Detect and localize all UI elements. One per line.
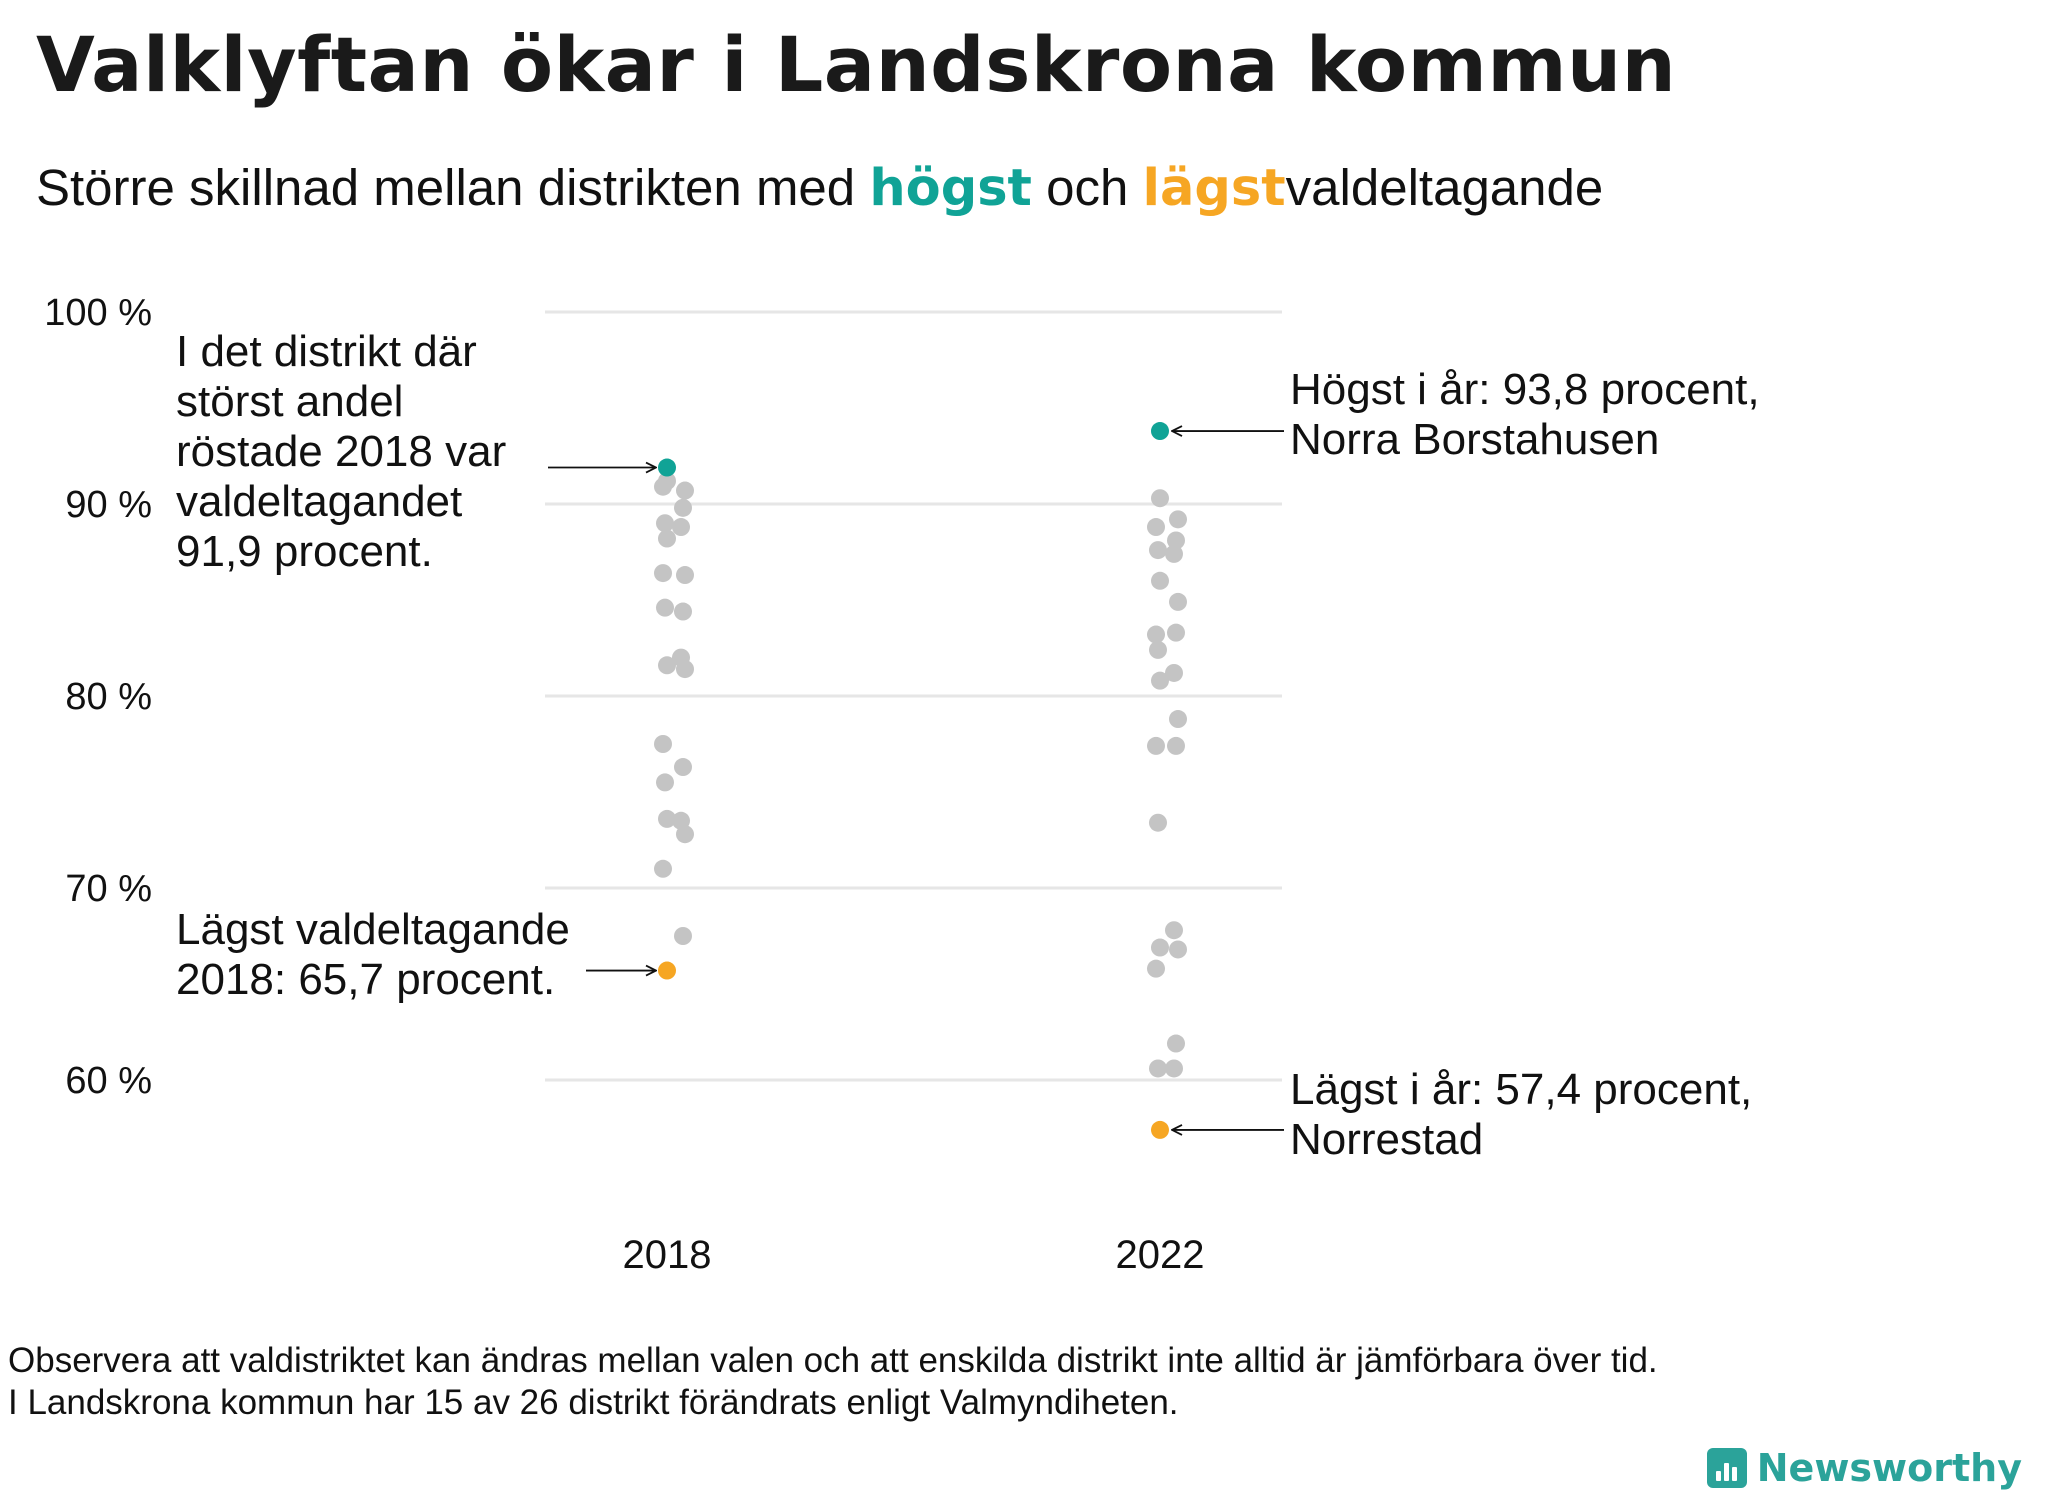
y-tick-label: 90 % — [65, 484, 152, 526]
district-point — [1165, 1059, 1183, 1078]
y-tick-label: 80 % — [65, 676, 152, 718]
subtitle-highest-word: högst — [869, 159, 1032, 218]
chart-subtitle: Större skillnad mellan distrikten med hö… — [36, 158, 1603, 218]
brand-name: Newsworthy — [1756, 1446, 2022, 1490]
district-point — [1165, 663, 1183, 682]
y-tick-label: 60 % — [65, 1060, 152, 1102]
x-tick-label: 2022 — [1116, 1233, 1205, 1277]
district-point — [1167, 736, 1185, 755]
district-point — [674, 498, 692, 517]
district-point — [1165, 544, 1183, 563]
highest-point — [1151, 422, 1169, 441]
district-point — [674, 758, 692, 777]
annotations: I det distrikt där störst andel röstade 20… — [176, 327, 1760, 1164]
subtitle-lowest-word: lägst — [1142, 159, 1286, 218]
district-point — [1165, 921, 1183, 940]
district-point — [1151, 489, 1169, 508]
annotation-2018-highest: I det distrikt där störst andel röstade 20… — [176, 327, 506, 576]
district-point — [656, 514, 674, 533]
district-point — [656, 773, 674, 792]
y-tick-label: 70 % — [65, 868, 152, 910]
district-point — [676, 566, 694, 585]
subtitle-text-middle: och — [1046, 159, 1129, 216]
district-point — [1149, 1059, 1167, 1078]
newsworthy-logo: Newsworthy — [1706, 1446, 2022, 1490]
district-point — [1169, 592, 1187, 611]
district-point — [676, 825, 694, 844]
district-point — [658, 529, 676, 548]
district-point — [674, 927, 692, 945]
dot-plot: 60 % 70 % 80 % 90 % 100 % 2018 2022 I det dis… — [44, 292, 1760, 1277]
data-points — [654, 422, 1187, 1139]
district-point — [676, 481, 694, 500]
lowest-point — [1151, 1120, 1169, 1139]
highest-point — [658, 458, 676, 477]
district-point — [658, 809, 676, 828]
district-point — [1149, 640, 1167, 659]
district-point — [1151, 671, 1169, 690]
annotation-line: Högst i år: 93,8 procent, — [1290, 365, 1760, 414]
footnote-line: I Landskrona kommun har 15 av 26 distrik… — [8, 1383, 1179, 1422]
district-point — [654, 477, 672, 496]
annotation-line: röstade 2018 var — [176, 427, 506, 476]
district-point — [674, 602, 692, 621]
footnote: Observera att valdistriktet kan ändras m… — [8, 1340, 1658, 1424]
district-point — [672, 518, 690, 537]
annotation-line: Lägst i år: 57,4 procent, — [1290, 1065, 1752, 1114]
district-point — [1147, 959, 1165, 978]
district-point — [1169, 940, 1187, 959]
district-point — [1151, 938, 1169, 957]
annotation-2022-lowest: Lägst i år: 57,4 procent, Norrestad — [1290, 1065, 1752, 1164]
district-point — [654, 859, 672, 878]
annotation-line: störst andel — [176, 377, 403, 426]
district-point — [656, 598, 674, 617]
district-point — [1147, 518, 1165, 537]
annotation-line: Norra Borstahusen — [1290, 415, 1659, 464]
district-point — [1151, 571, 1169, 590]
district-point — [1147, 625, 1165, 644]
lowest-point — [658, 961, 676, 980]
gridlines — [545, 310, 1282, 1082]
district-point — [1167, 531, 1185, 550]
district-point — [654, 564, 672, 583]
annotation-line: valdeltagandet — [176, 477, 462, 526]
y-tick-label: 100 % — [44, 292, 152, 334]
district-point — [1167, 623, 1185, 642]
district-point — [1169, 710, 1187, 729]
subtitle-text-after: valdeltagande — [1285, 159, 1604, 216]
footnote-line: Observera att valdistriktet kan ändras m… — [8, 1341, 1658, 1380]
district-point — [676, 660, 694, 679]
annotation-2022-highest: Högst i år: 93,8 procent, Norra Borstahus… — [1290, 365, 1760, 464]
bar-chart-icon — [1706, 1448, 1747, 1488]
district-point — [1169, 510, 1187, 529]
y-axis: 60 % 70 % 80 % 90 % 100 % — [44, 292, 152, 1102]
x-tick-label: 2018 — [623, 1233, 712, 1277]
annotation-line: I det distrikt där — [176, 327, 477, 376]
annotation-arrows — [548, 431, 1284, 1130]
district-point — [1149, 813, 1167, 832]
subtitle-text-before: Större skillnad mellan distrikten med — [36, 159, 856, 216]
x-axis: 2018 2022 — [623, 1233, 1205, 1277]
district-point — [658, 656, 676, 675]
annotation-line: 91,9 procent. — [176, 527, 433, 576]
annotation-2018-lowest: Lägst valdeltagande 2018: 65,7 procent. — [176, 905, 570, 1004]
district-point — [1149, 541, 1167, 560]
district-point — [654, 735, 672, 753]
annotation-line: Lägst valdeltagande — [176, 905, 570, 954]
annotation-line: 2018: 65,7 procent. — [176, 955, 555, 1004]
chart-title: Valklyftan ökar i Landskrona kommun — [36, 20, 1677, 109]
annotation-line: Norrestad — [1290, 1115, 1483, 1164]
district-point — [1167, 1034, 1185, 1053]
district-point — [1147, 736, 1165, 755]
